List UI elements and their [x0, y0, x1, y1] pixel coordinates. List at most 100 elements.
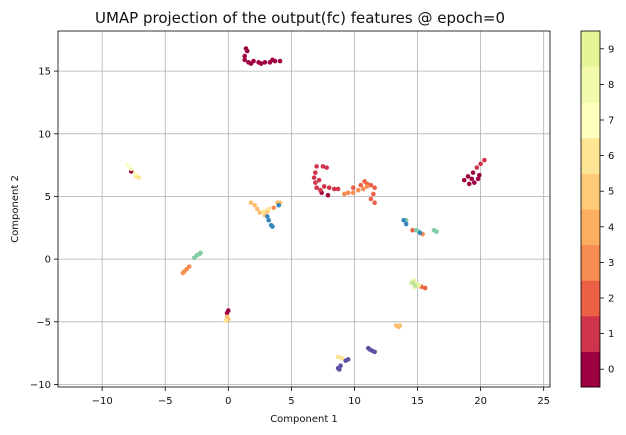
colorbar-tick-label: 9	[608, 44, 614, 55]
grid-lines	[58, 31, 550, 387]
scatter-point	[403, 221, 409, 227]
scatter-point	[276, 202, 282, 208]
scatter-point	[368, 196, 374, 202]
scatter-point	[316, 177, 322, 183]
scatter-point	[125, 162, 130, 168]
y-tick-label: 15	[38, 67, 51, 78]
scatter-point	[364, 184, 370, 189]
scatter-point	[180, 270, 186, 276]
scatter-point	[475, 176, 481, 182]
x-axis-label: Component 1	[270, 414, 338, 425]
y-axis: −10 −5 0 5 10 15	[30, 67, 58, 391]
y-tick-label: 5	[45, 192, 51, 203]
colorbar-tick-label: 7	[608, 116, 614, 127]
scatter-point	[255, 206, 260, 212]
scatter-point	[478, 161, 483, 167]
scatter-point	[320, 164, 326, 169]
colorbar-tick-label: 4	[608, 222, 614, 233]
scatter-point	[358, 182, 364, 188]
x-axis: −10 −5 0 5 10 15 20 25	[92, 387, 550, 407]
scatter-point	[355, 187, 361, 193]
colorbar-tick-label: 5	[608, 187, 614, 198]
scatter-point	[469, 176, 475, 182]
scatter-point	[318, 187, 323, 193]
colorbar-segment	[581, 173, 600, 210]
scatter-point	[335, 186, 341, 192]
scatter-point	[224, 310, 230, 316]
x-tick-label: 5	[288, 396, 294, 407]
scatter-point	[474, 165, 480, 170]
scatter-point	[270, 57, 275, 63]
scatter-point	[461, 177, 467, 183]
scatter-point	[335, 365, 341, 371]
scatter-point	[261, 209, 266, 214]
colorbar-tick-label: 6	[608, 151, 614, 162]
y-axis-label: Component 2	[10, 175, 21, 243]
scatter-point	[186, 264, 192, 269]
colorbar-segment	[581, 137, 600, 174]
y-tick-label: −5	[36, 317, 51, 328]
scatter-point	[360, 186, 366, 192]
scatter-point	[257, 210, 263, 216]
scatter-point	[434, 229, 439, 234]
colorbar-tick-label: 1	[608, 329, 614, 340]
colorbar-segment	[581, 66, 600, 103]
scatter-point	[372, 349, 377, 355]
scatter-point	[345, 190, 351, 196]
colorbar-segment	[581, 209, 600, 246]
colorbar-segment	[581, 280, 600, 317]
x-tick-label: 10	[348, 396, 361, 407]
colorbar-segment	[581, 315, 600, 352]
scatter-point	[466, 181, 472, 187]
colorbar: 0 1 2 3 4 5 6 7 8 9	[580, 30, 614, 388]
x-tick-label: 25	[537, 396, 550, 407]
scatter-point	[324, 165, 330, 170]
scatter-point	[321, 184, 327, 189]
scatter-point	[242, 57, 248, 63]
y-tick-label: 10	[38, 129, 51, 140]
scatter-point	[410, 228, 415, 233]
scatter-point	[350, 190, 356, 196]
scatter-point	[244, 48, 250, 54]
y-tick-label: −10	[30, 380, 51, 391]
scatter-point	[136, 175, 142, 180]
scatter-point	[242, 53, 248, 59]
scatter-point	[265, 214, 270, 219]
scatter-point	[416, 283, 422, 288]
scatter-point	[331, 186, 337, 192]
scatter-points	[125, 46, 487, 372]
scatter-point	[417, 230, 423, 236]
scatter-point	[271, 205, 277, 211]
scatter-point	[350, 185, 356, 190]
colorbar-segment	[581, 31, 600, 68]
x-tick-label: 20	[474, 396, 487, 407]
scatter-point	[465, 174, 471, 179]
scatter-point	[314, 164, 319, 169]
scatter-point	[128, 166, 134, 172]
colorbar-tick-label: 8	[608, 80, 614, 91]
scatter-point	[270, 224, 275, 229]
scatter-point	[401, 217, 406, 223]
scatter-point	[313, 170, 318, 175]
x-tick-label: −10	[92, 396, 113, 407]
plot-border	[57, 30, 551, 388]
y-tick-label: 0	[45, 255, 51, 266]
scatter-point	[482, 157, 487, 163]
scatter-point	[368, 182, 374, 188]
scatter-point	[314, 185, 319, 190]
scatter-point	[311, 175, 317, 180]
scatter-point	[326, 185, 332, 190]
scatter-point	[339, 355, 345, 361]
scatter-point	[412, 283, 418, 288]
x-tick-label: 0	[225, 396, 231, 407]
scatter-point	[472, 180, 477, 185]
scatter-point	[266, 217, 271, 223]
scatter-point	[191, 255, 197, 261]
scatter-point	[367, 347, 372, 352]
colorbar-tick-label: 3	[608, 258, 614, 269]
colorbar-segment	[581, 351, 600, 388]
scatter-point	[325, 192, 331, 198]
colorbar-tick-label: 0	[608, 365, 614, 376]
x-tick-label: −5	[158, 396, 173, 407]
scatter-point	[372, 200, 377, 206]
